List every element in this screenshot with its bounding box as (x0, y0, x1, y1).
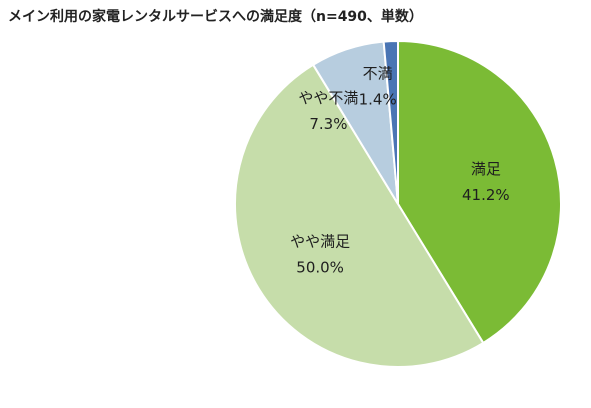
slice-category-label: 不満 (363, 64, 393, 82)
slice-category-label: やや不満 (298, 89, 358, 107)
pie-slices (233, 39, 562, 369)
chart-title: メイン利用の家電レンタルサービスへの満足度（n=490、単数） (8, 9, 423, 25)
slice-category-label: 満足 (471, 160, 501, 178)
slice-value-label: 7.3% (309, 115, 347, 133)
pie-slice (382, 39, 399, 205)
slice-value-label: 50.0% (296, 259, 344, 277)
slice-value-label: 1.4% (359, 90, 397, 108)
slice-value-label: 41.2% (462, 186, 510, 204)
slice-category-label: やや満足 (290, 233, 350, 251)
pie-slice (233, 63, 485, 369)
pie-labels: 満足 41.2% やや満足 50.0% やや不満 7.3% 不満 1.4% (290, 64, 510, 276)
pie-slice (397, 39, 562, 345)
